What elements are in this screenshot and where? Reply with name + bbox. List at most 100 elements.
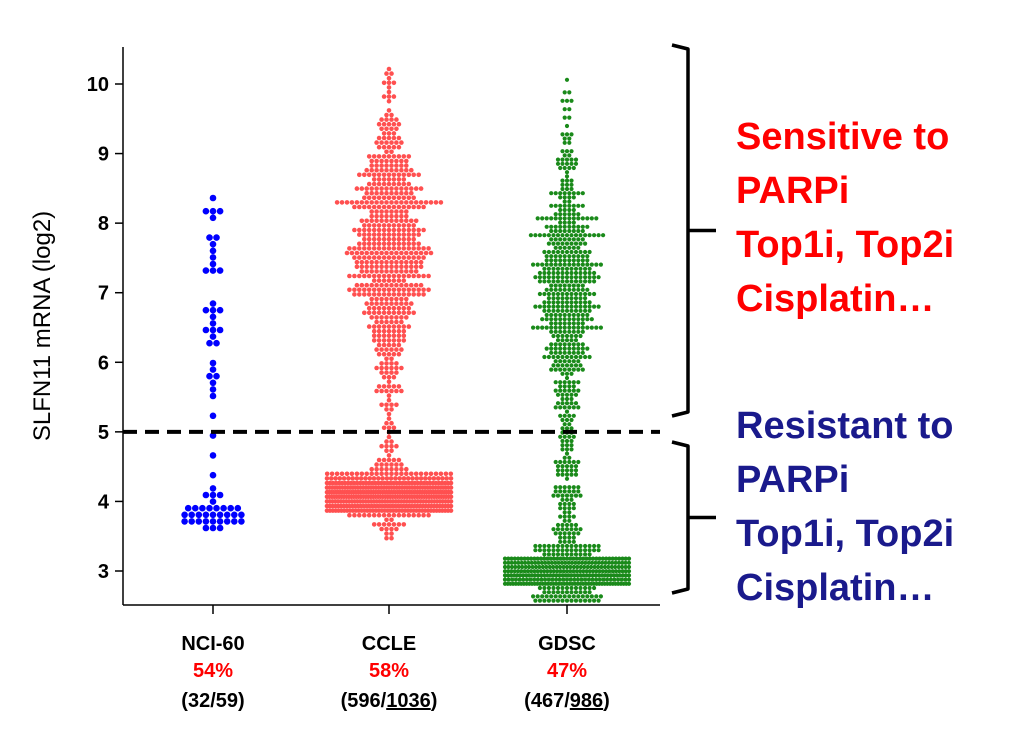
data-point-ccle bbox=[381, 80, 387, 86]
data-point-gdsc bbox=[571, 564, 577, 570]
data-point-ccle bbox=[374, 319, 379, 325]
data-point-gdsc bbox=[573, 296, 579, 301]
data-point-gdsc bbox=[528, 577, 533, 582]
data-point-ccle bbox=[381, 241, 387, 247]
data-point-ccle bbox=[379, 158, 384, 164]
data-point-ccle bbox=[391, 305, 397, 311]
data-point-ccle bbox=[371, 522, 377, 527]
percent-label-gdsc: 47% bbox=[547, 660, 587, 682]
data-point-gdsc bbox=[583, 296, 588, 301]
data-point-gdsc bbox=[569, 472, 574, 477]
data-point-ccle bbox=[371, 154, 377, 159]
data-point-ccle bbox=[366, 246, 372, 251]
data-point-gdsc bbox=[560, 270, 565, 276]
data-point-gdsc bbox=[569, 279, 574, 284]
data-point-gdsc bbox=[502, 564, 508, 570]
data-point-gdsc bbox=[516, 564, 521, 570]
data-point-gdsc bbox=[611, 573, 617, 578]
data-point-ccle bbox=[391, 195, 397, 201]
data-point-ccle bbox=[376, 121, 382, 127]
data-point-nci60 bbox=[231, 511, 238, 519]
data-point-ccle bbox=[359, 471, 365, 477]
data-point-ccle bbox=[384, 167, 389, 173]
data-point-gdsc bbox=[569, 249, 574, 255]
data-point-ccle bbox=[389, 163, 394, 168]
data-point-ccle bbox=[371, 241, 377, 247]
data-point-ccle bbox=[386, 457, 392, 463]
data-point-ccle bbox=[386, 94, 392, 99]
data-point-gdsc bbox=[555, 300, 561, 305]
data-point-gdsc bbox=[601, 233, 606, 238]
data-point-ccle bbox=[448, 499, 454, 504]
data-point-gdsc bbox=[569, 275, 574, 280]
data-point-gdsc bbox=[553, 228, 558, 234]
data-point-ccle bbox=[391, 328, 397, 334]
data-point-gdsc bbox=[598, 262, 604, 267]
data-point-ccle bbox=[366, 227, 372, 233]
data-point-ccle bbox=[374, 250, 379, 256]
data-point-gdsc bbox=[573, 363, 579, 368]
data-point-ccle bbox=[371, 333, 377, 339]
data-point-gdsc bbox=[551, 543, 556, 549]
data-point-gdsc bbox=[560, 182, 565, 187]
data-point-gdsc bbox=[562, 90, 567, 95]
data-point-gdsc bbox=[571, 254, 576, 259]
data-point-nci60 bbox=[209, 511, 217, 519]
data-point-gdsc bbox=[580, 254, 585, 259]
data-point-gdsc bbox=[557, 577, 562, 582]
data-point-gdsc bbox=[555, 363, 561, 368]
data-point-ccle bbox=[369, 218, 375, 224]
data-point-ccle bbox=[401, 241, 407, 247]
count-label-gdsc: (467/986) bbox=[524, 690, 610, 712]
data-point-ccle bbox=[391, 310, 397, 316]
data-point-gdsc bbox=[537, 233, 543, 238]
data-point-gdsc bbox=[558, 350, 563, 355]
data-point-gdsc bbox=[576, 228, 581, 234]
data-point-gdsc bbox=[562, 485, 567, 490]
data-point-ccle bbox=[376, 351, 382, 357]
data-point-gdsc bbox=[533, 275, 538, 280]
data-point-ccle bbox=[379, 186, 384, 191]
data-point-gdsc bbox=[543, 560, 548, 565]
data-point-gdsc bbox=[592, 291, 597, 297]
data-point-ccle bbox=[413, 264, 419, 270]
data-point-gdsc bbox=[560, 585, 565, 591]
data-point-gdsc bbox=[571, 388, 576, 393]
data-point-gdsc bbox=[562, 359, 567, 364]
data-point-gdsc bbox=[596, 573, 601, 578]
data-point-gdsc bbox=[576, 350, 581, 355]
data-point-ccle bbox=[347, 512, 352, 518]
y-tick-label: 9 bbox=[98, 144, 109, 166]
data-point-nci60 bbox=[209, 524, 217, 532]
data-point-gdsc bbox=[587, 233, 592, 238]
data-point-gdsc bbox=[571, 287, 576, 292]
category-label-nci60: NCI-60 bbox=[181, 633, 244, 655]
y-axis-label: SLFN11 mRNA (log2) bbox=[29, 211, 56, 441]
data-point-gdsc bbox=[502, 577, 508, 582]
data-point-gdsc bbox=[506, 569, 511, 574]
data-point-ccle bbox=[357, 287, 362, 293]
data-point-ccle bbox=[381, 522, 387, 527]
data-point-gdsc bbox=[587, 548, 592, 553]
data-point-ccle bbox=[379, 126, 384, 132]
data-point-ccle bbox=[381, 181, 387, 187]
data-point-gdsc bbox=[549, 283, 554, 288]
data-point-gdsc bbox=[560, 417, 565, 423]
data-point-ccle bbox=[379, 213, 384, 219]
data-point-ccle bbox=[371, 204, 377, 210]
y-tick-label: 6 bbox=[98, 352, 109, 374]
data-point-gdsc bbox=[590, 573, 595, 578]
data-point-ccle bbox=[376, 227, 382, 233]
data-point-ccle bbox=[389, 365, 394, 371]
data-point-ccle bbox=[366, 310, 372, 316]
data-point-ccle bbox=[366, 232, 372, 237]
data-point-ccle bbox=[421, 246, 426, 251]
data-point-gdsc bbox=[587, 552, 592, 557]
category-label-gdsc: GDSC bbox=[538, 633, 596, 655]
data-point-gdsc bbox=[571, 367, 576, 372]
data-point-gdsc bbox=[569, 396, 574, 402]
data-point-ccle bbox=[357, 232, 362, 237]
data-point-ccle bbox=[421, 204, 426, 210]
data-point-gdsc bbox=[616, 564, 621, 570]
data-point-ccle bbox=[381, 324, 387, 329]
